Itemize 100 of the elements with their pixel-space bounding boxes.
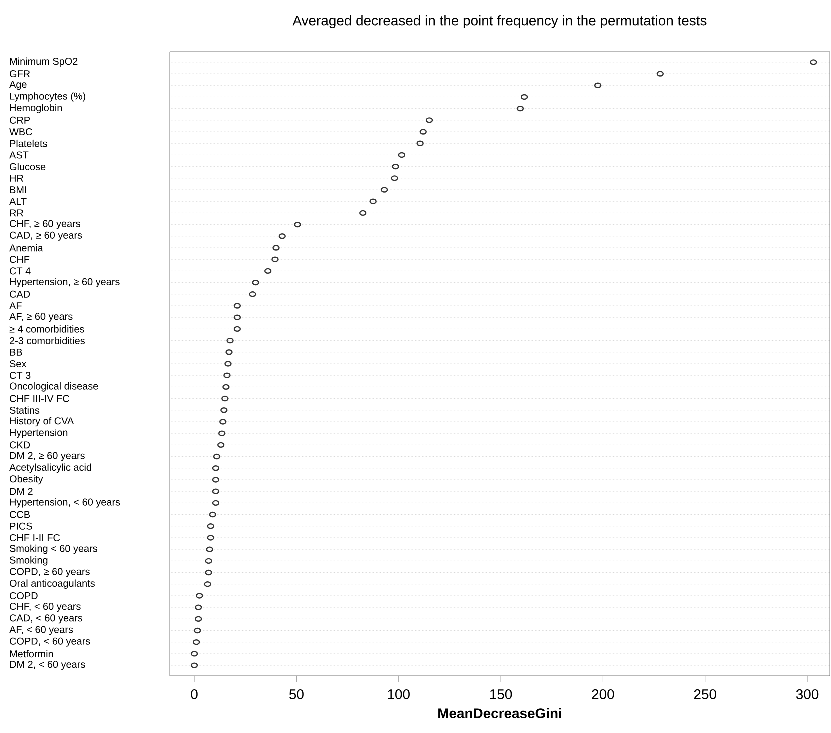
y-tick-label: CRP <box>10 116 30 124</box>
point <box>234 314 242 320</box>
y-tick-label: Age <box>10 81 27 90</box>
y-tick-label: Glucose <box>10 163 46 170</box>
y-tick-label: Oncological disease <box>10 382 98 392</box>
point <box>249 292 256 298</box>
point <box>190 651 198 657</box>
point <box>207 535 214 541</box>
y-tick-label: CCB <box>10 511 30 518</box>
y-tick-label: Statins <box>10 406 40 414</box>
y-tick-label: CKD <box>10 442 30 449</box>
point <box>224 361 232 367</box>
point <box>516 106 524 112</box>
point <box>212 488 220 494</box>
y-tick-label: BB <box>10 348 22 356</box>
point <box>234 303 242 309</box>
y-tick-label: Platelets <box>10 140 48 148</box>
y-tick-label: COPD <box>10 592 38 600</box>
point <box>416 140 424 146</box>
point <box>222 384 230 390</box>
y-tick-label: DM 2, < 60 years <box>10 661 86 670</box>
x-tick-label: 300 <box>796 690 819 700</box>
chart-title: Averaged decreased in the point frequency in the permutation tests <box>292 15 707 28</box>
y-tick-label: Acetylsalicylic acid <box>10 464 92 474</box>
point <box>252 280 260 286</box>
y-tick-label: Hypertension, < 60 years <box>10 498 120 508</box>
point <box>392 164 400 170</box>
y-tick-label: Hemoglobin <box>10 104 62 114</box>
y-tick-label: Smoking <box>10 556 48 566</box>
point <box>194 628 202 634</box>
y-tick-label: CT 4 <box>10 268 31 275</box>
y-tick-label: COPD, ≥ 60 years <box>10 568 90 578</box>
point <box>426 118 434 124</box>
point <box>234 326 242 332</box>
point <box>380 187 388 193</box>
y-tick-label: BMI <box>10 186 26 194</box>
y-tick-label: ≥ 4 comorbidities <box>10 326 84 333</box>
point <box>195 604 202 610</box>
point <box>272 245 280 251</box>
y-tick-label: AF <box>10 302 22 310</box>
point <box>204 582 212 588</box>
point <box>196 593 204 599</box>
y-tick-label: CHF III-IV FC <box>10 395 70 402</box>
x-tick-label: 150 <box>490 690 512 700</box>
point <box>278 234 286 240</box>
y-tick-label: CT 3 <box>10 372 31 380</box>
point <box>212 477 220 483</box>
point <box>272 256 279 262</box>
point <box>398 152 406 158</box>
y-tick-label: DM 2 <box>10 488 33 496</box>
y-tick-label: CAD, < 60 years <box>10 614 83 624</box>
point <box>207 524 214 530</box>
point <box>264 268 272 274</box>
point <box>370 198 377 204</box>
point <box>226 350 233 356</box>
point <box>209 512 217 518</box>
point <box>420 129 427 135</box>
point <box>217 442 225 448</box>
x-tick-label: 200 <box>592 690 614 700</box>
point <box>206 546 214 552</box>
y-tick-label: AST <box>10 152 29 159</box>
y-tick-label: Anemia <box>10 244 44 252</box>
y-tick-label: ALT <box>10 198 27 206</box>
point <box>391 176 398 182</box>
y-tick-label: GFR <box>10 70 30 78</box>
y-tick-label: HR <box>10 174 24 182</box>
x-axis-title: MeanDecreaseGini <box>438 708 562 718</box>
point <box>594 82 602 88</box>
point <box>520 94 528 100</box>
x-tick-label: 0 <box>191 690 198 700</box>
point <box>212 500 220 506</box>
point <box>205 570 212 576</box>
point <box>213 454 221 460</box>
point <box>294 222 302 228</box>
point <box>190 662 198 668</box>
point <box>212 466 220 472</box>
y-tick-label: Metformin <box>10 650 54 658</box>
y-tick-label: DM 2, ≥ 60 years <box>10 452 85 462</box>
y-tick-label: History of CVA <box>10 417 74 427</box>
y-tick-label: Obesity <box>10 475 44 485</box>
point <box>360 210 367 216</box>
y-tick-label: CHF, ≥ 60 years <box>10 220 81 230</box>
y-tick-label: Hypertension <box>10 428 68 438</box>
y-tick-label: Lymphocytes (%) <box>10 92 86 102</box>
x-tick-label: 100 <box>388 690 410 700</box>
y-tick-label: CHF I-II FC <box>10 534 60 542</box>
point <box>220 419 227 425</box>
x-tick-label: 50 <box>290 690 304 700</box>
point <box>222 396 229 402</box>
y-tick-label: COPD, < 60 years <box>10 638 90 647</box>
point <box>192 640 200 646</box>
y-tick-label: Smoking < 60 years <box>10 544 98 554</box>
y-tick-label: CAD <box>10 290 30 298</box>
x-tick-label: 250 <box>694 690 716 700</box>
point <box>195 616 202 622</box>
y-tick-label: Sex <box>10 360 27 368</box>
point <box>224 372 231 378</box>
point <box>218 430 226 436</box>
y-tick-label: CHF, < 60 years <box>10 603 81 612</box>
point <box>226 338 234 344</box>
